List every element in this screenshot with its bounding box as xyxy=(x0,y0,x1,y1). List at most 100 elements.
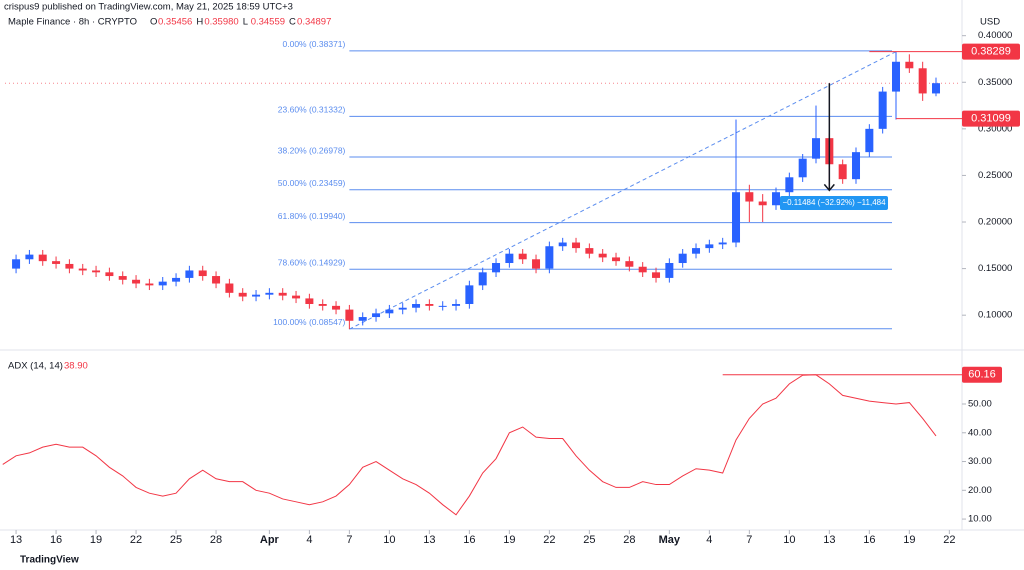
x-tick-label: 13 xyxy=(423,534,435,546)
y-tick-label: 0.10000 xyxy=(978,310,1012,321)
publisher: crispus9 published on TradingView.com, M… xyxy=(4,2,293,13)
x-tick-label: 13 xyxy=(10,534,22,546)
candle-body xyxy=(492,263,501,273)
candle-body xyxy=(318,304,327,306)
candle-body xyxy=(838,164,847,180)
candle-body xyxy=(92,270,101,273)
candle-body xyxy=(505,253,514,264)
x-tick-label: 16 xyxy=(50,534,62,546)
candle-body xyxy=(385,309,394,314)
candle-body xyxy=(732,192,741,243)
candle-body xyxy=(745,192,754,202)
fib-label: 0.00% (0.38371) xyxy=(283,39,346,49)
candle-body xyxy=(238,292,247,297)
candle-body xyxy=(918,68,927,94)
candle-body xyxy=(545,246,554,269)
x-tick-label: 22 xyxy=(543,534,555,546)
x-tick-label: 16 xyxy=(463,534,475,546)
candle-body xyxy=(332,305,341,310)
x-tick-label: 7 xyxy=(746,534,752,546)
fib-label: 38.20% (0.26978) xyxy=(278,145,346,155)
fib-label: 100.00% (0.08547) xyxy=(273,317,345,327)
candle-body xyxy=(172,277,181,282)
candle-body xyxy=(598,253,607,258)
x-tick-label: 25 xyxy=(170,534,182,546)
adx-line xyxy=(2,374,937,516)
candle-body xyxy=(118,276,127,280)
y-tick-label: 0.15000 xyxy=(978,263,1012,274)
x-tick-label: 25 xyxy=(583,534,595,546)
x-tick-label: May xyxy=(659,534,681,546)
x-tick-label: 19 xyxy=(90,534,102,546)
x-tick-label: 10 xyxy=(783,534,795,546)
candle-body xyxy=(665,263,674,278)
candle-body xyxy=(758,201,767,206)
candle-body xyxy=(158,281,167,286)
candle-body xyxy=(852,152,861,180)
candle-body xyxy=(65,263,74,269)
x-tick-label: 28 xyxy=(623,534,635,546)
candle-body xyxy=(278,292,287,296)
candle-body xyxy=(25,254,34,260)
x-tick-label: Apr xyxy=(260,534,280,546)
candle-body xyxy=(78,268,87,271)
candle-body xyxy=(558,242,567,247)
candle-body xyxy=(198,270,207,277)
fib-label: 23.60% (0.31332) xyxy=(278,105,346,115)
x-tick-label: 13 xyxy=(823,534,835,546)
candle-body xyxy=(785,177,794,193)
candle-body xyxy=(52,261,61,264)
ohlc-value: 0.34897 xyxy=(297,17,331,28)
candle-body xyxy=(638,266,647,273)
marker-label: 60.16 xyxy=(968,369,996,381)
x-tick-label: 4 xyxy=(306,534,312,546)
candle-body xyxy=(705,244,714,249)
y-tick-label: 50.00 xyxy=(968,399,992,410)
ohlc-value: 0.34559 xyxy=(251,17,285,28)
y-tick-label: 0.30000 xyxy=(978,123,1012,134)
candle-body xyxy=(812,138,821,159)
candle-body xyxy=(772,192,781,206)
candle-body xyxy=(12,259,21,269)
candle-body xyxy=(572,242,581,249)
x-tick-label: 7 xyxy=(346,534,352,546)
symbol: Maple Finance · 8h · CRYPTO xyxy=(8,17,137,28)
candle-body xyxy=(932,83,941,94)
marker-box xyxy=(962,366,1002,383)
x-tick-label: 19 xyxy=(903,534,915,546)
ohlc-label: L xyxy=(243,17,248,28)
currency: USD xyxy=(980,17,1000,28)
candle-body xyxy=(132,279,141,284)
candle-body xyxy=(438,305,447,307)
candle-body xyxy=(185,270,194,278)
candle-body xyxy=(372,313,381,318)
x-tick-label: 10 xyxy=(383,534,395,546)
y-tick-label: 30.00 xyxy=(968,456,992,467)
candle-body xyxy=(145,283,154,286)
candle-body xyxy=(878,91,887,129)
candle-body xyxy=(532,259,541,269)
ohlc-label: O xyxy=(150,17,157,28)
candle-body xyxy=(398,307,407,310)
candle-body xyxy=(265,292,274,295)
indicator-title: ADX (14, 14) xyxy=(8,361,63,372)
candle-body xyxy=(612,257,621,262)
x-tick-label: 19 xyxy=(503,534,515,546)
indicator-value: 38.90 xyxy=(64,361,88,372)
ohlc-label: H xyxy=(196,17,203,28)
candle-body xyxy=(38,254,47,262)
candle-body xyxy=(905,61,914,69)
candle-body xyxy=(518,253,527,260)
candle-body xyxy=(798,158,807,178)
candle-body xyxy=(718,242,727,245)
y-tick-label: 0.40000 xyxy=(978,30,1012,41)
y-tick-label: 0.25000 xyxy=(978,170,1012,181)
marker-box xyxy=(962,43,1020,60)
marker-label: 0.31099 xyxy=(971,113,1011,125)
x-tick-label: 16 xyxy=(863,534,875,546)
candle-body xyxy=(465,285,474,305)
ohlc-label: C xyxy=(289,17,296,28)
ohlc-header: O 0.35456 H 0.35980 L 0.34559 C 0.34897 xyxy=(150,17,331,28)
candle-body xyxy=(865,128,874,153)
candle-body xyxy=(425,304,434,306)
